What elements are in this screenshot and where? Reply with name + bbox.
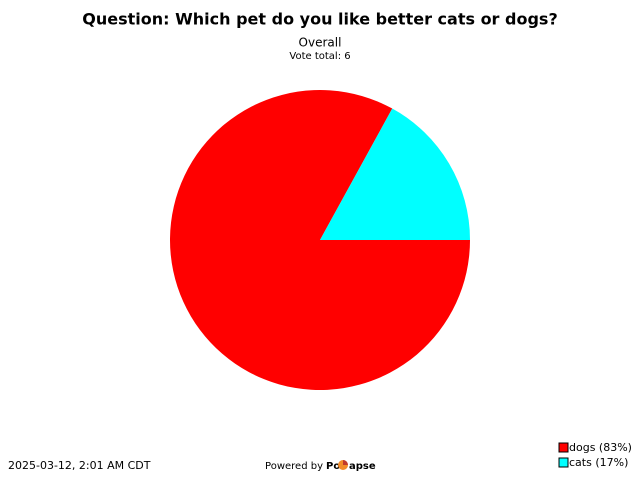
chart-title: Question: Which pet do you like better c… <box>82 10 557 29</box>
powered-by: Powered by <box>265 461 323 472</box>
legend-swatch <box>558 457 569 468</box>
vote-total: Vote total: 6 <box>289 51 350 62</box>
brand-logo <box>338 460 348 470</box>
legend-label: cats (17%) <box>569 456 628 469</box>
brand-start: Po <box>326 461 340 472</box>
legend-label: dogs (83%) <box>569 441 632 454</box>
chart-subtitle: Overall <box>299 36 342 50</box>
timestamp: 2025-03-12, 2:01 AM CDT <box>8 459 151 472</box>
legend-swatch <box>558 442 569 453</box>
brand-end: apse <box>349 461 376 472</box>
pie-slice <box>320 108 470 240</box>
